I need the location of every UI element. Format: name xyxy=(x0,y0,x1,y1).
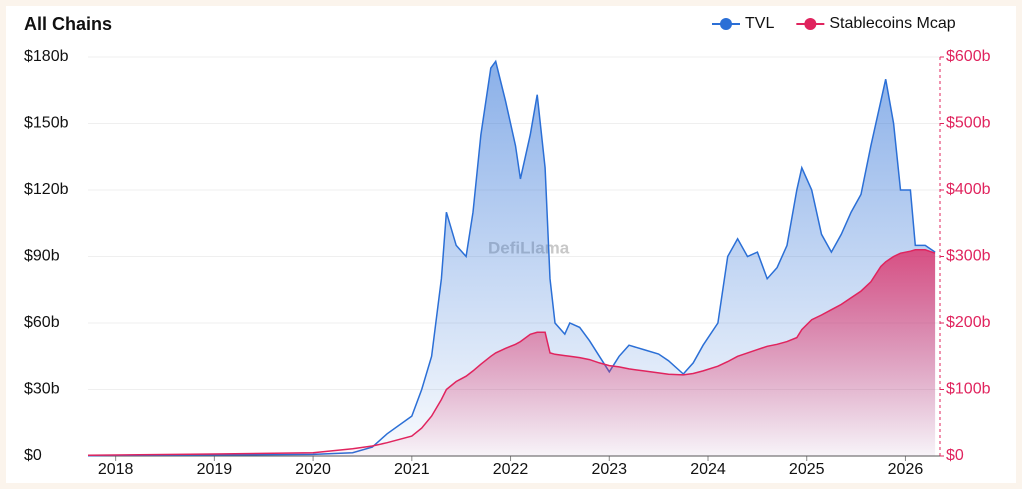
y2-tick-label: $500b xyxy=(946,115,991,132)
legend-marker xyxy=(720,18,732,30)
y-tick-label: $60b xyxy=(24,314,60,331)
y2-tick-label: $100b xyxy=(946,381,991,398)
x-tick-label: 2025 xyxy=(789,461,825,478)
x-tick-label: 2024 xyxy=(690,461,726,478)
y2-tick-label: $200b xyxy=(946,314,991,331)
chart-title: All Chains xyxy=(24,14,112,34)
y-tick-label: $120b xyxy=(24,181,69,198)
x-tick-label: 2018 xyxy=(98,461,134,478)
y-tick-label: $180b xyxy=(24,48,69,65)
y2-tick-label: $0 xyxy=(946,447,964,464)
legend-label: Stablecoins Mcap xyxy=(829,15,955,32)
x-tick-label: 2020 xyxy=(295,461,331,478)
y2-tick-label: $300b xyxy=(946,248,991,265)
y-tick-label: $150b xyxy=(24,115,69,132)
x-tick-label: 2021 xyxy=(394,461,430,478)
y-tick-label: $90b xyxy=(24,248,60,265)
series-line xyxy=(87,59,936,457)
y-tick-label: $30b xyxy=(24,381,60,398)
series-line xyxy=(87,249,936,457)
legend-label: TVL xyxy=(745,15,774,32)
area-fill xyxy=(88,249,936,456)
x-tick-label: 2023 xyxy=(591,461,627,478)
legend-marker xyxy=(804,18,817,30)
y2-tick-label: $600b xyxy=(946,48,991,65)
y-tick-label: $0 xyxy=(24,447,42,464)
x-tick-label: 2022 xyxy=(493,461,529,478)
x-tick-label: 2019 xyxy=(197,461,233,478)
x-tick-label: 2026 xyxy=(888,461,924,478)
area-fill xyxy=(88,61,936,457)
y2-tick-label: $400b xyxy=(946,181,991,198)
